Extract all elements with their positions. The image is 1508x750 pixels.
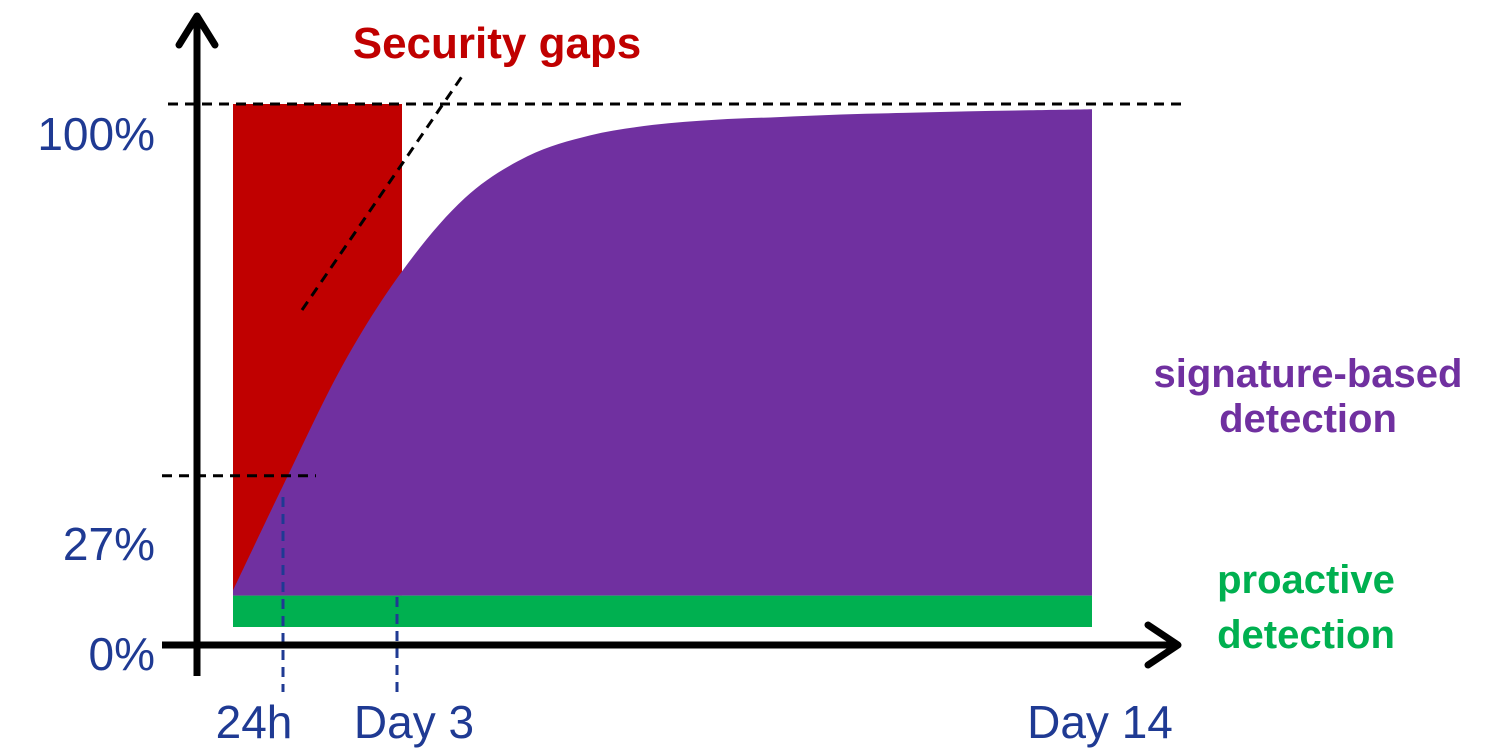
y-tick-label: 27%	[63, 518, 155, 570]
proactive-detection-band	[233, 595, 1092, 627]
y-tick-label: 100%	[37, 108, 155, 160]
title-pointer-line	[300, 71, 467, 311]
chart-title: Security gaps	[353, 19, 642, 68]
x-tick-labels: 24h Day 3 Day 14	[216, 696, 1173, 748]
x-tick-label: Day 14	[1027, 696, 1173, 748]
x-tick-label: Day 3	[354, 696, 474, 748]
x-tick-label: 24h	[216, 696, 293, 748]
proactive-detection-label: detection	[1217, 613, 1395, 657]
signature-based-area	[233, 109, 1092, 596]
proactive-detection-label: proactive	[1217, 558, 1395, 602]
series-labels: signature-baseddetectionproactivedetecti…	[1154, 352, 1463, 657]
y-tick-label: 0%	[89, 628, 155, 680]
signature-based-label: detection	[1219, 397, 1397, 441]
y-axis-arrow-icon	[175, 12, 219, 49]
signature-based-label: signature-based	[1154, 352, 1463, 396]
y-tick-labels: 0% 27% 100%	[37, 108, 155, 680]
x-axis-arrow-icon	[1144, 621, 1182, 669]
